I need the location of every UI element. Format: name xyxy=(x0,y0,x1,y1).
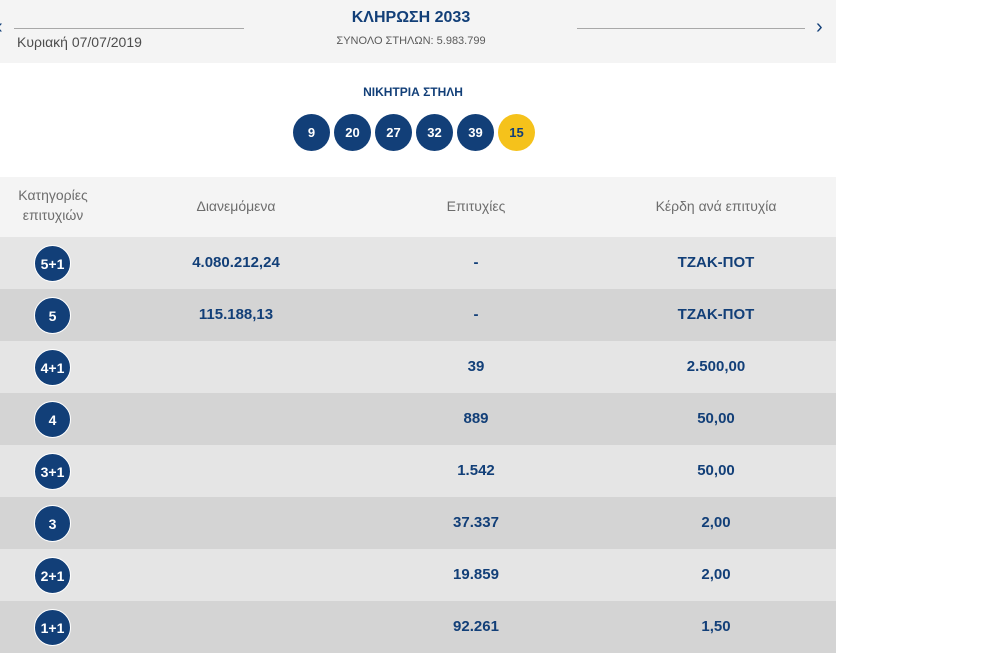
prize-per-winner: ΤΖΑΚ-ΠΟΤ xyxy=(677,254,755,271)
previous-draw-chevron-icon[interactable]: ‹ xyxy=(0,14,10,40)
distributed-amount: 115.188,13 xyxy=(198,306,274,323)
draw-header: ‹ Κυριακή 07/07/2019 ΚΛΗΡΩΣΗ 2033 ΣΥΝΟΛΟ… xyxy=(0,0,836,63)
category-badge: 2+1 xyxy=(34,557,71,594)
prize-per-winner: 2,00 xyxy=(701,514,731,531)
table-row: 3+1 1.542 50,00 xyxy=(0,445,836,497)
prize-per-winner: 2,00 xyxy=(701,566,731,583)
category-badge: 1+1 xyxy=(34,609,71,646)
table-row: 5+1 4.080.212,24 - ΤΖΑΚ-ΠΟΤ xyxy=(0,237,836,289)
winners-count: 39 xyxy=(467,358,485,375)
winners-count: 889 xyxy=(463,410,489,427)
results-table-body: 5+1 4.080.212,24 - ΤΖΑΚ-ΠΟΤ 5 115.188,13… xyxy=(0,237,836,653)
winning-number-ball: 27 xyxy=(375,114,412,151)
table-row: 2+1 19.859 2,00 xyxy=(0,549,836,601)
winning-number-ball: 39 xyxy=(457,114,494,151)
prize-per-winner: 2.500,00 xyxy=(686,358,746,375)
winning-number-ball: 20 xyxy=(334,114,371,151)
draw-title: ΚΛΗΡΩΣΗ 2033 xyxy=(351,9,471,26)
category-badge: 3+1 xyxy=(34,453,71,490)
winning-number-ball: 32 xyxy=(416,114,453,151)
category-badge: 4 xyxy=(34,401,71,438)
header-divider-left xyxy=(14,28,244,29)
category-badge: 4+1 xyxy=(34,349,71,386)
category-column-header: Κατηγορίες επιτυχιών xyxy=(0,185,106,225)
table-row: 4 889 50,00 xyxy=(0,393,836,445)
category-badge: 3 xyxy=(34,505,71,542)
prize-per-winner: 50,00 xyxy=(697,462,735,479)
winners-count: - xyxy=(473,306,479,323)
draw-date: Κυριακή 07/07/2019 xyxy=(17,34,142,50)
winning-column-title: ΝΙΚΗΤΡΙΑ ΣΤΗΛΗ xyxy=(363,85,463,99)
winners-count: 92.261 xyxy=(453,618,499,635)
category-badge: 5 xyxy=(34,297,71,334)
results-table-header: Κατηγορίες επιτυχιών Διανεμόμενα Επιτυχί… xyxy=(0,177,836,237)
winning-numbers: 9 20 27 32 39 15 xyxy=(293,114,535,152)
total-columns: ΣΥΝΟΛΟ ΣΤΗΛΩΝ: 5.983.799 xyxy=(336,35,486,47)
bonus-number-ball: 15 xyxy=(498,114,535,151)
winners-column-header: Επιτυχίες xyxy=(446,198,506,214)
distributed-column-header: Διανεμόμενα xyxy=(196,198,276,214)
winners-count: 1.542 xyxy=(457,462,495,479)
table-row: 3 37.337 2,00 xyxy=(0,497,836,549)
prize-column-header: Κέρδη ανά επιτυχία xyxy=(655,198,777,214)
header-divider-right xyxy=(577,28,805,29)
prize-per-winner: 1,50 xyxy=(701,618,731,635)
prize-per-winner: ΤΖΑΚ-ΠΟΤ xyxy=(677,306,755,323)
table-row: 5 115.188,13 - ΤΖΑΚ-ΠΟΤ xyxy=(0,289,836,341)
prize-per-winner: 50,00 xyxy=(697,410,735,427)
table-row: 1+1 92.261 1,50 xyxy=(0,601,836,653)
table-row: 4+1 39 2.500,00 xyxy=(0,341,836,393)
winning-number-ball: 9 xyxy=(293,114,330,151)
winners-count: 19.859 xyxy=(453,566,499,583)
category-badge: 5+1 xyxy=(34,245,71,282)
draw-results-panel: ‹ Κυριακή 07/07/2019 ΚΛΗΡΩΣΗ 2033 ΣΥΝΟΛΟ… xyxy=(0,0,836,653)
next-draw-chevron-icon[interactable]: › xyxy=(816,16,823,38)
winners-count: - xyxy=(473,254,479,271)
category-header-line2: επιτυχιών xyxy=(22,207,84,223)
winners-count: 37.337 xyxy=(453,514,499,531)
distributed-amount: 4.080.212,24 xyxy=(192,254,280,271)
category-header-line1: Κατηγορίες xyxy=(18,187,88,203)
